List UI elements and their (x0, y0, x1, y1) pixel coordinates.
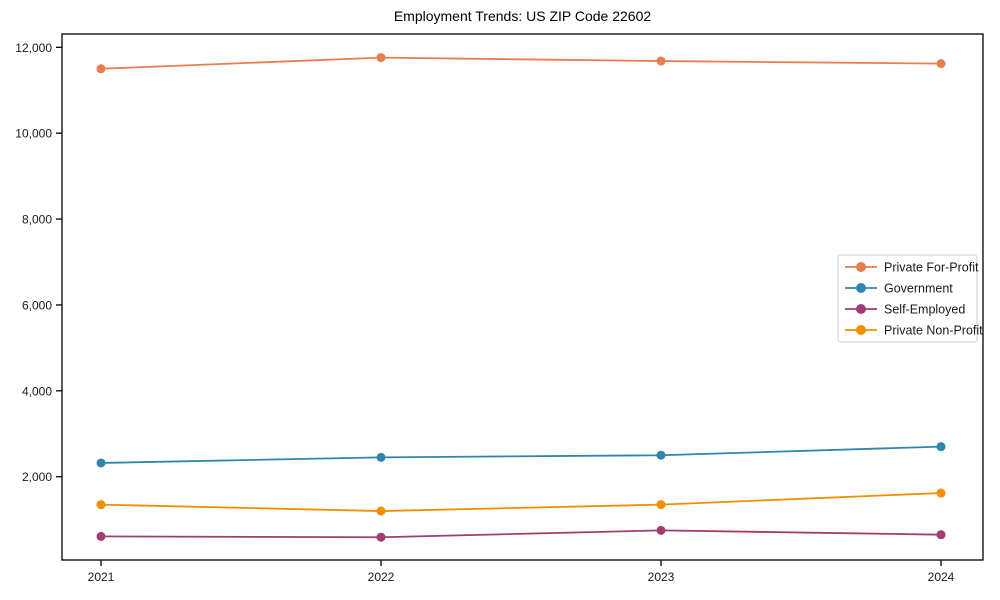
series-marker (656, 525, 666, 535)
legend-label: Self-Employed (884, 303, 965, 317)
series-marker (936, 442, 946, 452)
series-marker (96, 500, 106, 510)
series-marker (936, 530, 946, 540)
y-tick-label: 2,000 (22, 470, 52, 484)
y-tick-label: 8,000 (22, 213, 52, 227)
legend: Private For-Profit Government Self-Employe… (837, 254, 983, 343)
x-tick-label: 2021 (88, 570, 115, 584)
legend-label: Government (884, 282, 953, 296)
series-marker (376, 53, 386, 63)
y-tick-label: 6,000 (22, 298, 52, 312)
series-line (100, 492, 942, 512)
series-marker (936, 59, 946, 69)
series-line (100, 56, 942, 70)
series-marker (376, 506, 386, 516)
series-marker (376, 452, 386, 462)
legend-marker (856, 325, 866, 335)
series-marker (376, 532, 386, 542)
series-marker (656, 450, 666, 460)
legend-box (837, 254, 978, 343)
x-tick-label: 2024 (928, 570, 955, 584)
series-marker (936, 488, 946, 498)
series-marker (96, 531, 106, 541)
series-marker (96, 458, 106, 468)
legend-label: Private Non-Profit (884, 324, 983, 338)
legend-label: Private For-Profit (884, 261, 979, 275)
y-tick-label: 10,000 (15, 127, 52, 141)
series-marker (656, 500, 666, 510)
chart-title: Employment Trends: US ZIP Code 22602 (393, 8, 652, 24)
plot-border (61, 33, 984, 561)
series-marker (656, 56, 666, 66)
legend-marker (856, 283, 866, 293)
x-tick-label: 2022 (368, 570, 395, 584)
legend-marker (856, 304, 866, 314)
legend-marker (856, 262, 866, 272)
y-tick-label: 12,000 (15, 41, 52, 55)
series-line (100, 529, 942, 539)
x-tick-label: 2023 (648, 570, 675, 584)
y-tick-label: 4,000 (22, 384, 52, 398)
series-marker (96, 64, 106, 74)
series-line (100, 445, 942, 464)
